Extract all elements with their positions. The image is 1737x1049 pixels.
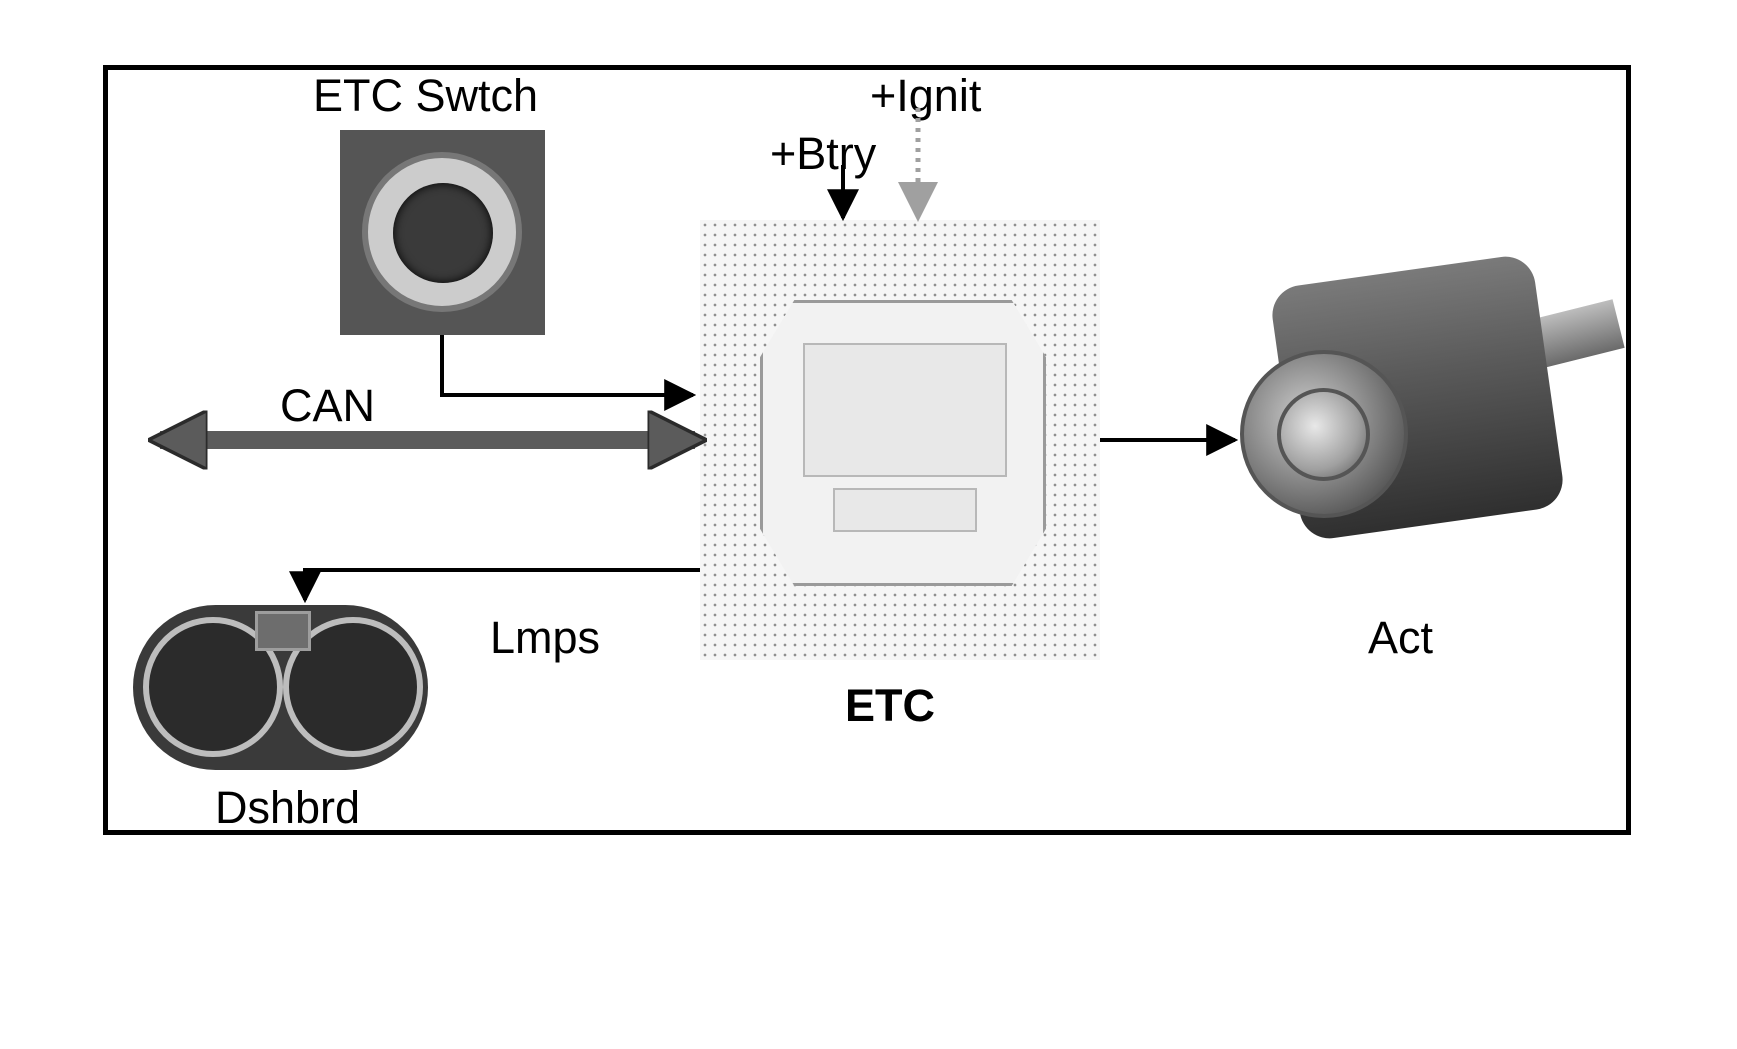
can-label: CAN xyxy=(280,380,375,432)
etc-box-label: ETC xyxy=(845,680,935,732)
dashboard-label: Dshbrd xyxy=(215,782,360,834)
etc-box-node xyxy=(700,220,1100,660)
btry-label: +Btry xyxy=(770,128,876,180)
diagram-canvas: ETC Swtch +Ignit +Btry CAN ETC Lmps Dshb… xyxy=(0,0,1737,1049)
actuator-label: Act xyxy=(1368,612,1433,664)
actuator-node xyxy=(1215,240,1625,570)
lmps-label: Lmps xyxy=(490,612,600,664)
ignit-label: +Ignit xyxy=(870,70,981,122)
etc-switch-node xyxy=(340,130,545,335)
etc-switch-label: ETC Swtch xyxy=(313,70,538,122)
dashboard-node xyxy=(133,605,428,770)
